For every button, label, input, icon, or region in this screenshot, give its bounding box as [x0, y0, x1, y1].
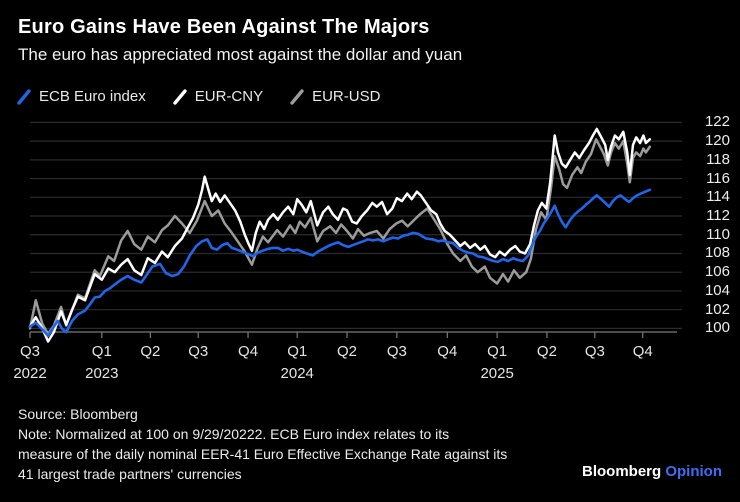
x-tick-label: Q4 [437, 343, 458, 360]
y-tick-label: 122 [704, 113, 730, 131]
legend-slash-icon [17, 88, 31, 105]
x-tick-label: Q2 [536, 343, 557, 360]
legend-item: ECB Euro index [16, 88, 146, 105]
chart-legend: ECB Euro index EUR-CNY EUR-USD [16, 88, 380, 105]
y-tick-label: 100 [704, 319, 730, 337]
source-note-line: Source: Bloomberg [18, 406, 138, 422]
x-tick-label: Q1 [91, 343, 112, 360]
y-tick-label: 106 [704, 263, 730, 281]
y-tick-label: 116 [706, 169, 730, 187]
legend-label: EUR-CNY [194, 88, 264, 105]
x-tick-label: Q4 [632, 343, 653, 360]
source-note-line: 41 largest trade partners' currencies [18, 466, 242, 482]
legend-slash-icon [173, 88, 187, 105]
legend-label: EUR-USD [312, 88, 381, 105]
x-tick-year-label: 2022 [13, 365, 47, 382]
y-tick-label: 112 [706, 207, 730, 225]
bloomberg-opinion-logo: Bloomberg Opinion [582, 463, 722, 480]
x-tick-label: Q3 [584, 343, 605, 360]
x-tick-year-label: 2024 [280, 365, 314, 382]
x-tick-label: Q3 [386, 343, 407, 360]
source-note: Source: Bloomberg Note: Normalized at 100… [18, 404, 507, 484]
y-tick-label: 120 [704, 132, 730, 150]
series-line-eur-usd [28, 138, 652, 336]
legend-label: ECB Euro index [39, 88, 146, 105]
y-tick-label: 104 [704, 281, 730, 299]
legend-item: EUR-CNY [172, 88, 263, 105]
x-tick-year-label: 2025 [480, 365, 514, 382]
source-note-line: measure of the daily nominal EER-41 Euro… [18, 446, 508, 462]
series-line-ecb-euro-index [28, 188, 652, 338]
legend-slash-icon [290, 88, 304, 105]
y-tick-label: 108 [704, 244, 730, 262]
legend-item: EUR-USD [289, 88, 380, 105]
chart-subtitle: The euro has appreciated most against th… [18, 45, 463, 64]
series-line-eur-cny [28, 127, 652, 343]
x-tick-label: Q4 [238, 343, 259, 360]
y-tick-label: 114 [706, 188, 730, 206]
y-tick-label: 102 [704, 300, 730, 318]
opinion-wordmark: Opinion [665, 463, 722, 480]
bloomberg-wordmark: Bloomberg [582, 463, 662, 480]
x-tick-label: Q2 [337, 343, 358, 360]
chart-title: Euro Gains Have Been Against The Majors [18, 16, 430, 38]
x-tick-label: Q3 [19, 343, 41, 360]
x-tick-label: Q2 [140, 343, 161, 360]
x-tick-label: Q1 [487, 343, 508, 360]
y-tick-label: 110 [706, 225, 730, 243]
source-note-line: Note: Normalized at 100 on 9/29/20222. E… [18, 426, 450, 442]
y-tick-label: 118 [706, 150, 730, 168]
x-tick-label: Q1 [287, 343, 308, 360]
x-tick-year-label: 2023 [85, 365, 119, 382]
x-tick-label: Q3 [188, 343, 209, 360]
